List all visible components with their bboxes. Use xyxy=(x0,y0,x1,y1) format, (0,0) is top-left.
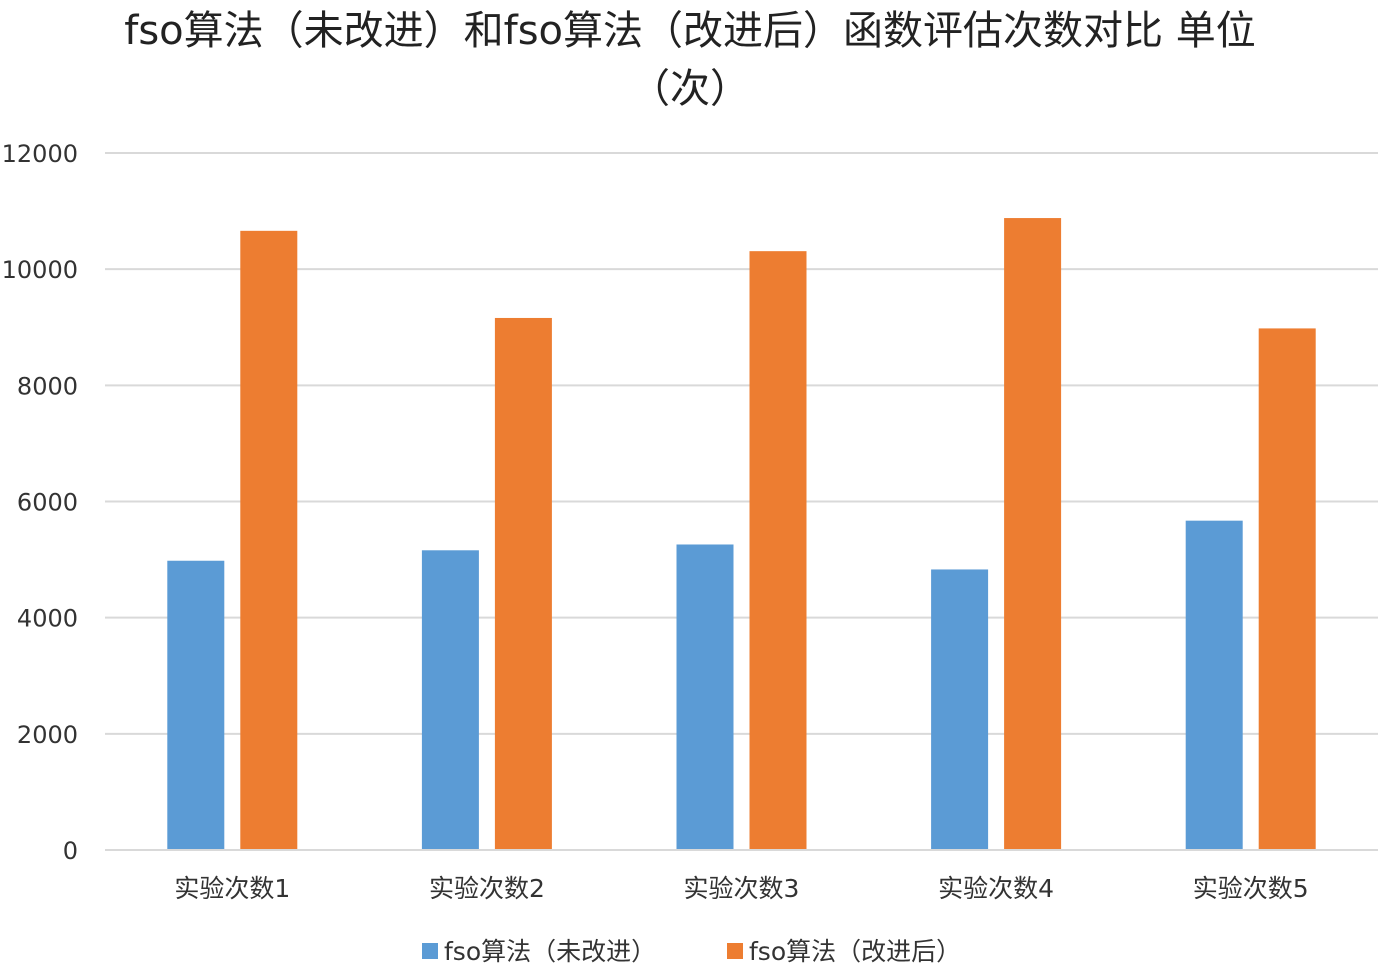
bar-series2-cat5 xyxy=(1258,328,1316,851)
x-axis: 实验次数1 实验次数2 实验次数3 实验次数4 实验次数5 xyxy=(105,849,1378,903)
y-tick-label: 4000 xyxy=(17,605,78,633)
y-axis-ticks: 0 2000 4000 6000 8000 10000 12000 xyxy=(2,140,78,865)
bar-series2-cat3 xyxy=(749,251,807,850)
legend-label-2: fso算法（改进后） xyxy=(749,937,961,966)
y-tick-label: 8000 xyxy=(17,372,78,400)
bar-series1-cat1 xyxy=(167,560,225,850)
x-category-label: 实验次数1 xyxy=(174,874,290,903)
bar-series1-cat3 xyxy=(676,544,734,850)
x-category-label: 实验次数2 xyxy=(429,874,545,903)
x-category-label: 实验次数3 xyxy=(684,874,800,903)
y-tick-label: 12000 xyxy=(2,140,78,168)
bar-series2-cat4 xyxy=(1004,218,1062,850)
bar-series2-cat2 xyxy=(494,317,552,850)
bar-series2-cat1 xyxy=(240,230,298,850)
legend-swatch-2 xyxy=(727,943,743,959)
bars xyxy=(167,218,1316,851)
legend: fso算法（未改进） fso算法（改进后） xyxy=(422,937,961,966)
y-tick-label: 0 xyxy=(63,837,78,865)
legend-label-1: fso算法（未改进） xyxy=(444,937,656,966)
bar-series1-cat2 xyxy=(421,550,479,850)
y-tick-label: 10000 xyxy=(2,256,78,284)
legend-swatch-1 xyxy=(422,943,438,959)
chart-title: fso算法（未改进）和fso算法（改进后）函数评估次数对比 单位（次） xyxy=(124,8,1256,112)
bar-series1-cat5 xyxy=(1185,520,1243,850)
y-tick-label: 6000 xyxy=(17,489,78,517)
y-tick-label: 2000 xyxy=(17,721,78,749)
bar-series1-cat4 xyxy=(931,569,989,850)
x-category-label: 实验次数5 xyxy=(1193,874,1309,903)
x-category-label: 实验次数4 xyxy=(938,874,1054,903)
